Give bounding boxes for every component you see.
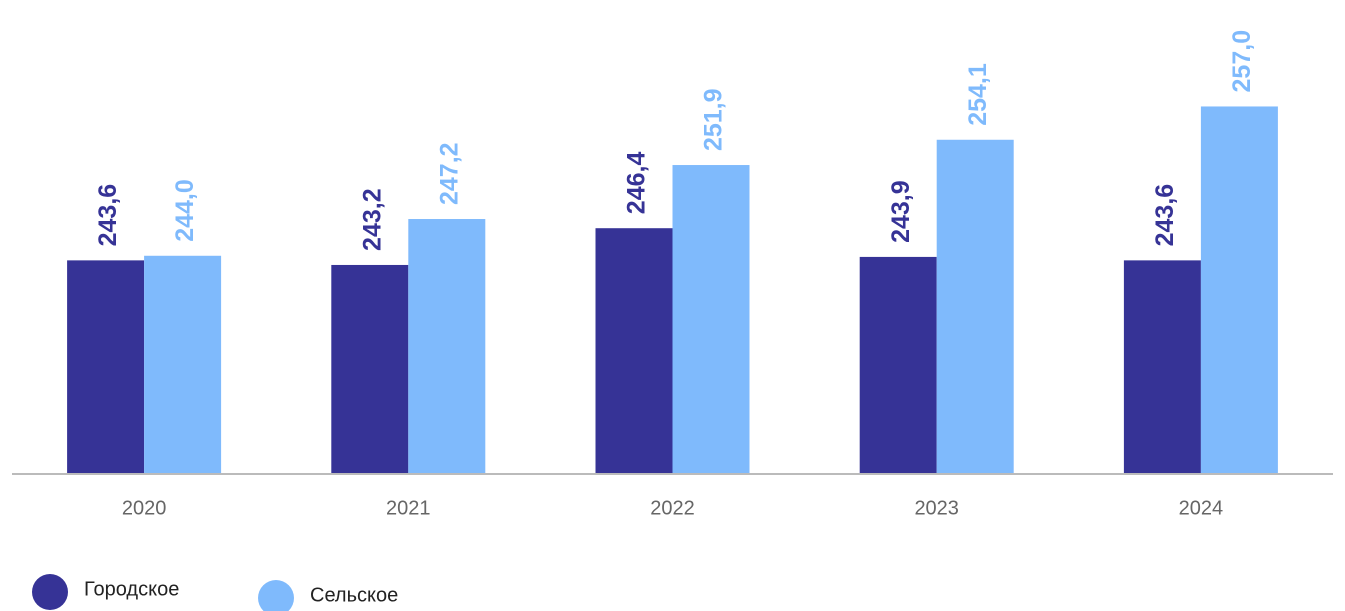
- value-label: 257,0: [1228, 30, 1256, 93]
- value-label: 247,2: [435, 142, 463, 205]
- value-label: 244,0: [171, 179, 199, 242]
- legend-marker: [32, 574, 68, 610]
- value-label: 243,2: [358, 188, 386, 251]
- bar: [595, 228, 673, 474]
- x-tick-label: 2021: [386, 497, 431, 519]
- x-tick-label: 2023: [914, 497, 959, 519]
- legend-label: Городское: [84, 578, 179, 600]
- x-tick-label: 2020: [122, 497, 167, 519]
- bar: [1200, 106, 1278, 474]
- bar: [859, 256, 937, 474]
- bar: [67, 260, 145, 474]
- value-label: 246,4: [623, 152, 651, 215]
- value-label: 243,6: [94, 184, 122, 247]
- bar: [408, 219, 486, 474]
- legend-marker: [258, 580, 294, 611]
- bar: [672, 165, 750, 474]
- value-label: 251,9: [700, 88, 728, 151]
- bar: [936, 139, 1014, 474]
- legend-label: Сельское: [310, 584, 398, 606]
- x-tick-label: 2022: [650, 497, 695, 519]
- x-tick-label: 2024: [1179, 497, 1224, 519]
- bar: [1123, 260, 1201, 474]
- bar: [144, 255, 222, 474]
- value-label: 254,1: [964, 63, 992, 126]
- value-label: 243,6: [1151, 184, 1179, 247]
- bar: [331, 264, 409, 474]
- value-label: 243,9: [887, 180, 915, 243]
